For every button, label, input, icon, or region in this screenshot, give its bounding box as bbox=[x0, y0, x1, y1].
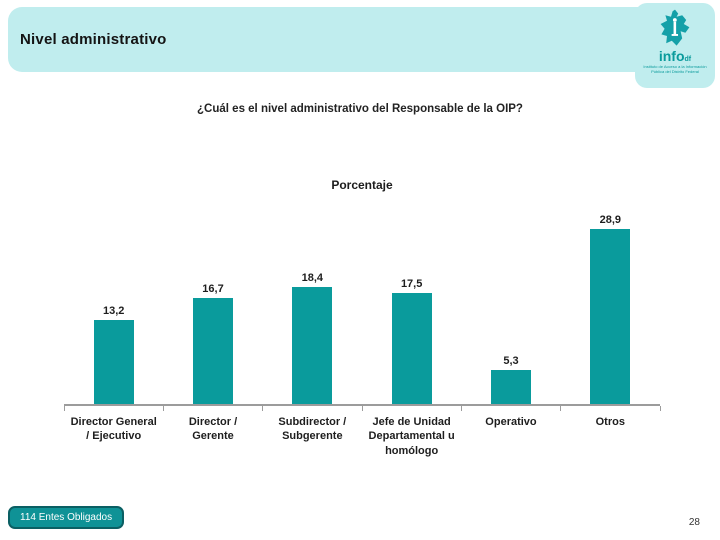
bar-chart: Porcentaje 13,2 16,7 18,4 17,5 5,3 28,9 Direc… bbox=[63, 178, 661, 458]
x-axis-ticks bbox=[63, 406, 661, 411]
axis-tick bbox=[63, 406, 65, 411]
infodf-logo: infodf Instituto de Acceso a la Informac… bbox=[635, 3, 715, 88]
survey-question: ¿Cuál es el nivel administrativo del Res… bbox=[197, 103, 523, 115]
bar-slot: 16,7 bbox=[163, 214, 262, 404]
logo-wordmark-suffix: df bbox=[684, 56, 692, 63]
bar-value-label: 5,3 bbox=[503, 355, 519, 367]
category-label: Director / Gerente bbox=[188, 416, 238, 443]
bar-value-label: 16,7 bbox=[202, 283, 224, 295]
bar-slot: 13,2 bbox=[64, 214, 163, 404]
axis-tick bbox=[361, 406, 363, 411]
axis-tick bbox=[262, 406, 264, 411]
bar-slot: 18,4 bbox=[263, 214, 362, 404]
category-label: Subdirector / Subgerente bbox=[278, 416, 347, 443]
chart-title: Porcentaje bbox=[331, 178, 393, 192]
category-label: Operativo bbox=[485, 416, 537, 428]
bar-slot: 5,3 bbox=[461, 214, 560, 404]
sample-size-badge: 114 Entes Obligados bbox=[8, 506, 125, 529]
category-label: Director General / Ejecutivo bbox=[70, 416, 157, 443]
bar bbox=[590, 229, 631, 404]
df-map-icon bbox=[660, 9, 690, 46]
logo-wordmark: infodf bbox=[658, 48, 692, 64]
bar bbox=[391, 293, 432, 404]
bar bbox=[192, 298, 233, 404]
category-label: Otros bbox=[595, 416, 625, 428]
bar-value-label: 18,4 bbox=[301, 272, 324, 284]
bar bbox=[490, 370, 531, 404]
x-axis-labels: Director General / Ejecutivo Director / G… bbox=[64, 415, 660, 458]
bar-slot: 28,9 bbox=[561, 214, 660, 404]
page-number: 28 bbox=[688, 517, 700, 528]
axis-tick bbox=[560, 406, 562, 411]
category-label: Jefe de Unidad Departamental u homólogo bbox=[368, 416, 455, 457]
logo-tagline: Instituto de Acceso a la Información Púb… bbox=[643, 64, 707, 74]
header-bar: Nivel administrativo bbox=[8, 7, 712, 72]
axis-tick bbox=[659, 406, 661, 411]
axis-tick bbox=[460, 406, 462, 411]
page-title: Nivel administrativo bbox=[20, 31, 167, 48]
bar-value-label: 13,2 bbox=[102, 305, 125, 317]
bar bbox=[93, 320, 134, 404]
bar-value-label: 28,9 bbox=[599, 214, 622, 226]
bar-slot: 17,5 bbox=[362, 214, 461, 404]
bar bbox=[292, 287, 333, 404]
axis-tick bbox=[162, 406, 164, 411]
plot-area: 13,2 16,7 18,4 17,5 5,3 28,9 bbox=[64, 214, 660, 406]
bar-value-label: 17,5 bbox=[400, 278, 423, 290]
